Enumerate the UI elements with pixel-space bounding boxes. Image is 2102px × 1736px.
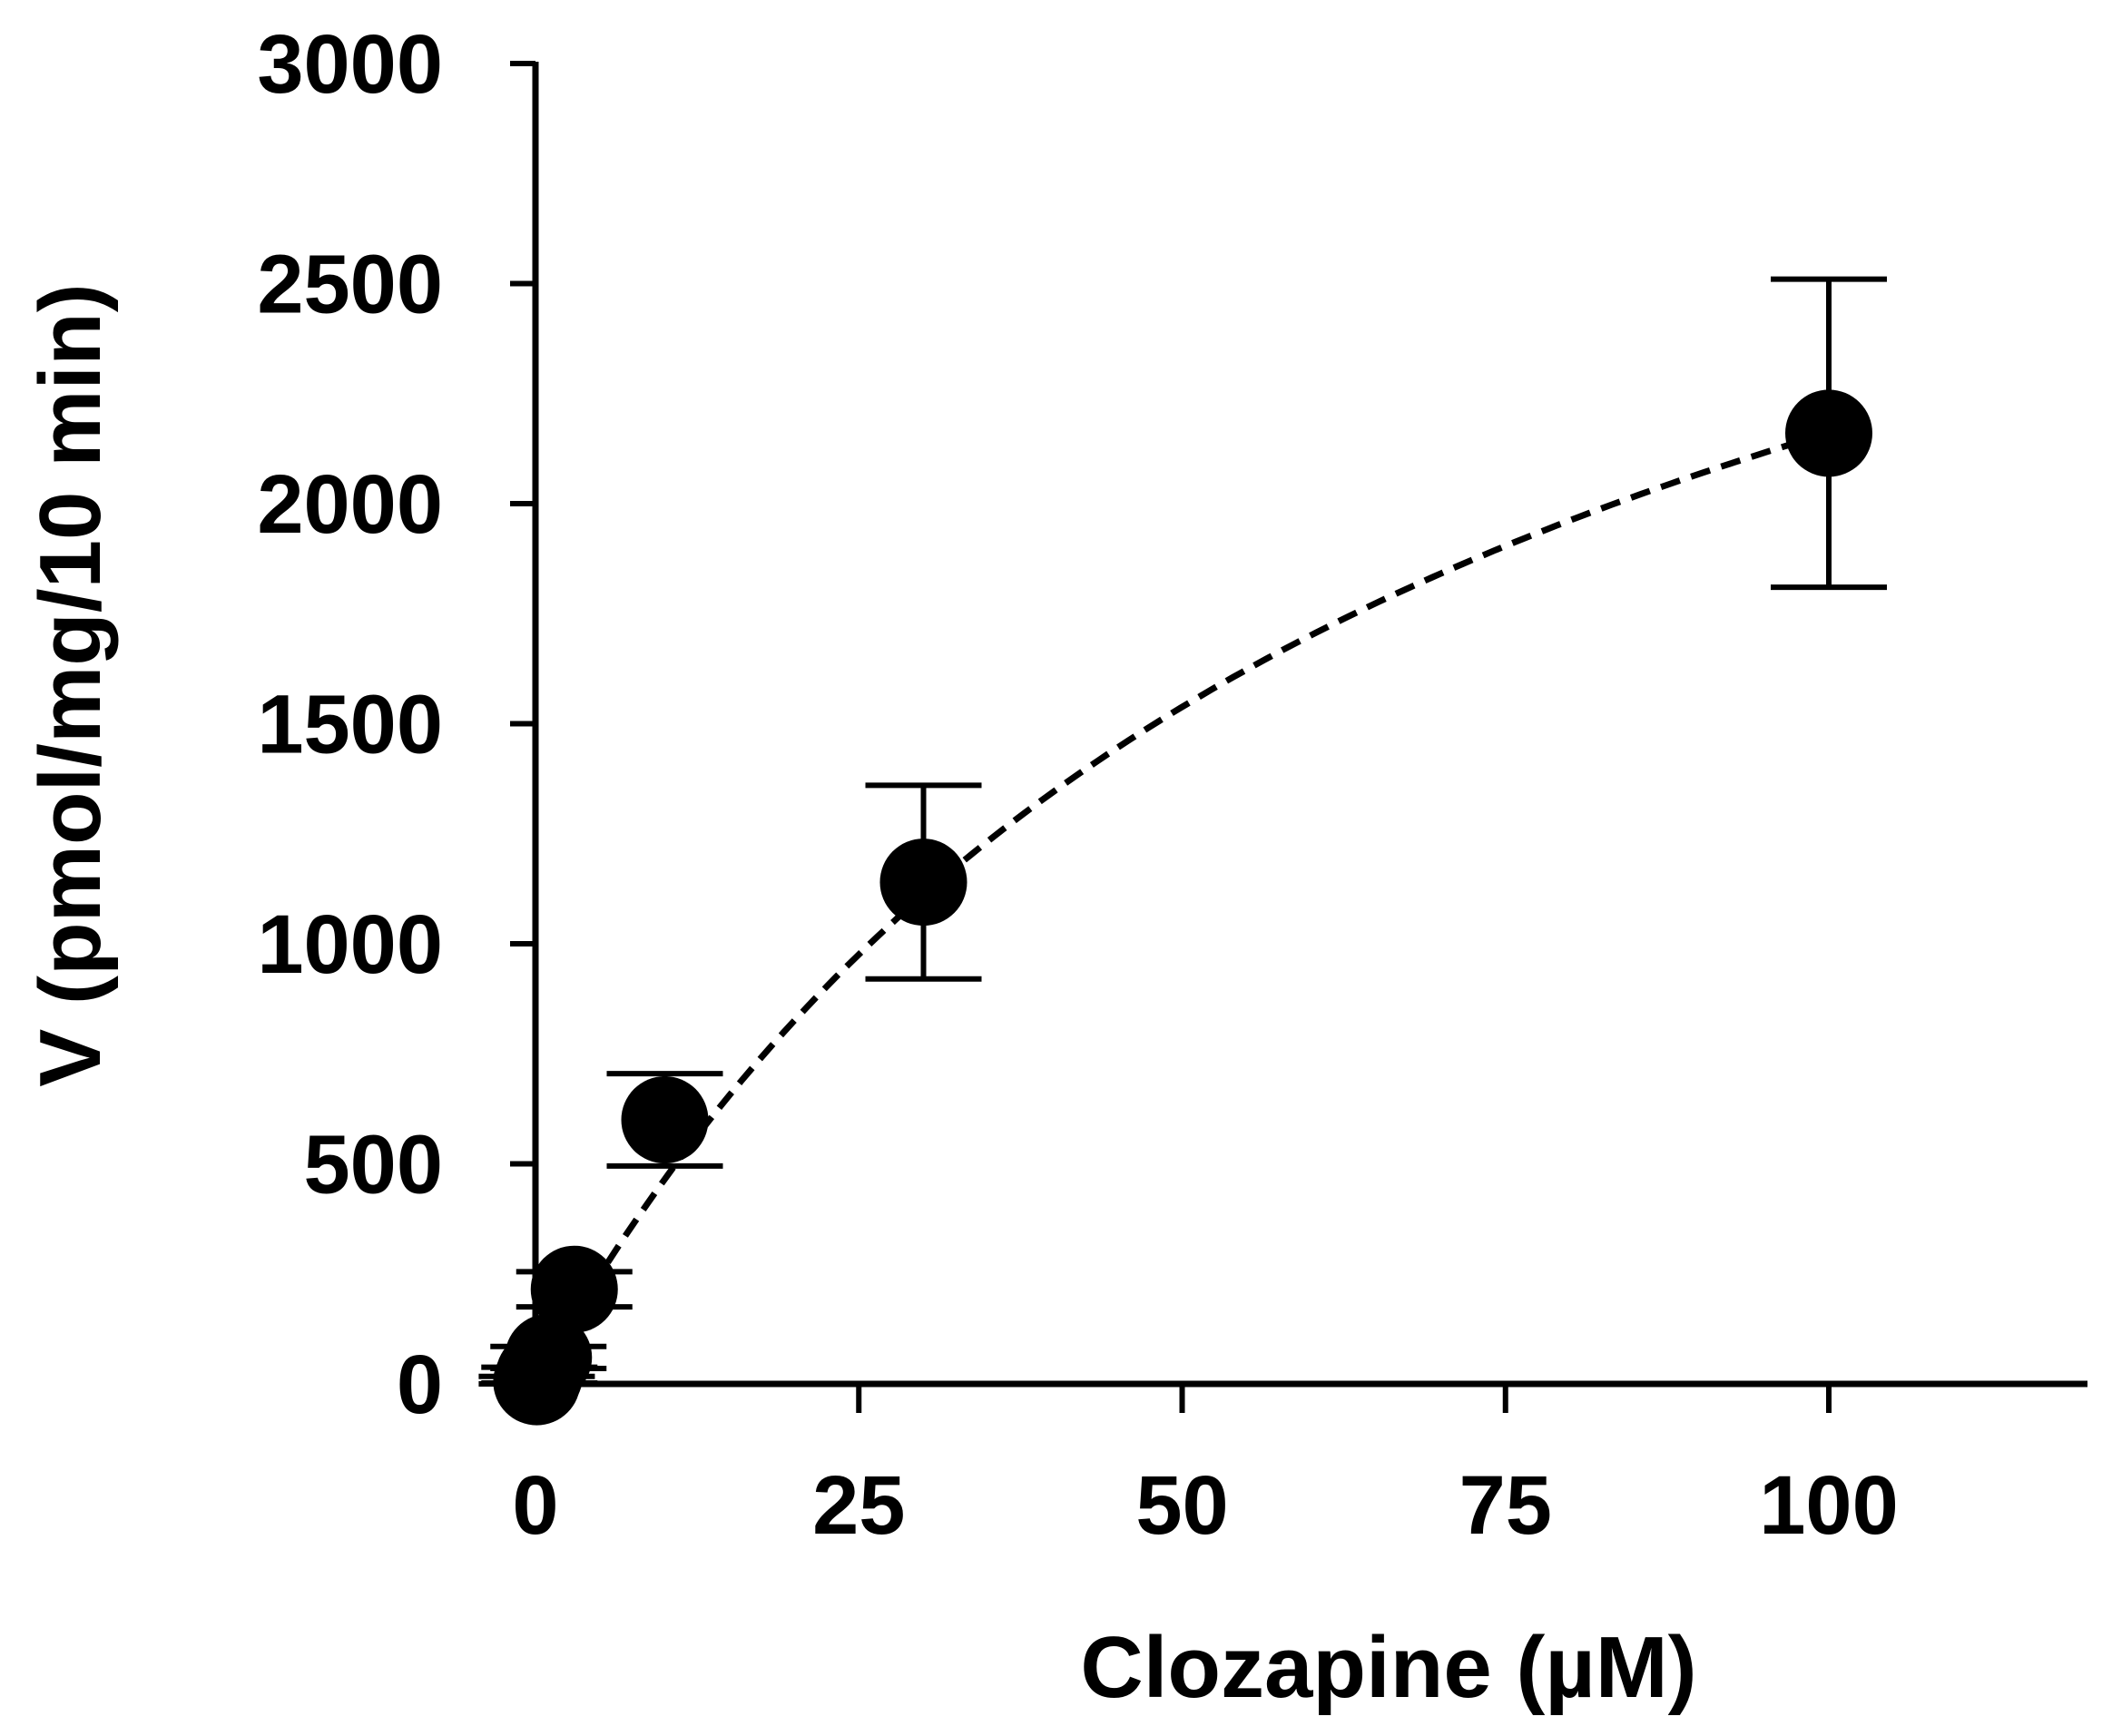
y-tick-label: 500 [304, 1119, 444, 1211]
y-tick-label: 1500 [257, 679, 443, 771]
y-tick-label: 2500 [257, 239, 443, 331]
y-tick-label: 0 [397, 1339, 443, 1431]
data-points-layer [493, 389, 1872, 1426]
x-tick-label: 100 [1759, 1459, 1899, 1552]
x-tick-label: 50 [1135, 1459, 1228, 1552]
fit-curve-line [571, 429, 1830, 1319]
y-tick-label: 1000 [257, 898, 443, 991]
x-axis-title: Clozapine (µM) [1080, 1619, 1696, 1716]
data-point-marker [879, 839, 968, 927]
data-point-marker [1785, 389, 1872, 477]
y-axis-title: V (pmol/mg/10 min) [22, 283, 119, 1086]
data-point-marker [621, 1076, 709, 1163]
x-tick-label: 75 [1459, 1459, 1552, 1552]
data-point-marker [530, 1245, 618, 1333]
error-bars-layer [478, 276, 1887, 1387]
data-point-marker [505, 1313, 593, 1401]
x-tick-label: 25 [812, 1459, 905, 1552]
labels-layer: Clozapine (µM) V (pmol/mg/10 min) [22, 283, 1697, 1716]
y-tick-label: 3000 [257, 18, 443, 111]
fit-curve-layer [571, 429, 1830, 1319]
axes: 0 500 1000 1500 2000 2500 3000 0 25 50 75 100 [257, 18, 2087, 1552]
y-tick-label: 2000 [257, 458, 443, 551]
x-tick-label: 0 [512, 1459, 558, 1552]
